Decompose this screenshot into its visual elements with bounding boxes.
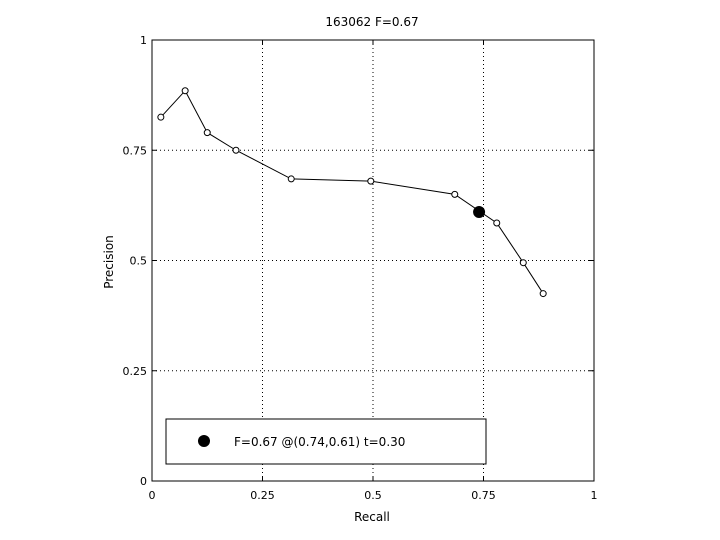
best-f-point [473, 205, 486, 218]
x-tick-label: 0.25 [250, 489, 275, 502]
data-point [367, 177, 375, 185]
x-tick-label: 0.5 [364, 489, 382, 502]
legend: F=0.67 @(0.74,0.61) t=0.30 [165, 418, 487, 465]
y-tick-label: 0 [140, 475, 147, 488]
y-tick-label: 1 [140, 34, 147, 47]
x-tick-label: 0 [149, 489, 156, 502]
series-line [160, 89, 544, 294]
legend-text: F=0.67 @(0.74,0.61) t=0.30 [234, 435, 405, 449]
data-point [539, 290, 547, 298]
series-group [157, 87, 547, 298]
data-point [232, 146, 240, 154]
data-point [203, 129, 211, 137]
data-point [157, 113, 165, 121]
x-tick-label: 0.75 [471, 489, 496, 502]
grid-lines [152, 40, 594, 481]
data-point [519, 259, 527, 267]
data-point [181, 87, 189, 95]
y-tick-label: 0.5 [130, 255, 148, 268]
data-point [493, 219, 501, 227]
x-axis-label: Recall [354, 510, 390, 524]
y-tick-label: 0.75 [123, 144, 148, 157]
y-tick-label: 0.25 [123, 365, 148, 378]
legend-marker [198, 435, 210, 447]
data-point [287, 175, 295, 183]
chart-title: 163062 F=0.67 [325, 15, 418, 29]
x-tick-label: 1 [591, 489, 598, 502]
y-axis-label: Precision [102, 235, 116, 289]
legend-box [165, 418, 487, 465]
data-point [451, 190, 459, 198]
axis-ticks: 0 0.25 0.5 0.75 1 0 0.25 0.5 0.75 1 [123, 34, 598, 502]
